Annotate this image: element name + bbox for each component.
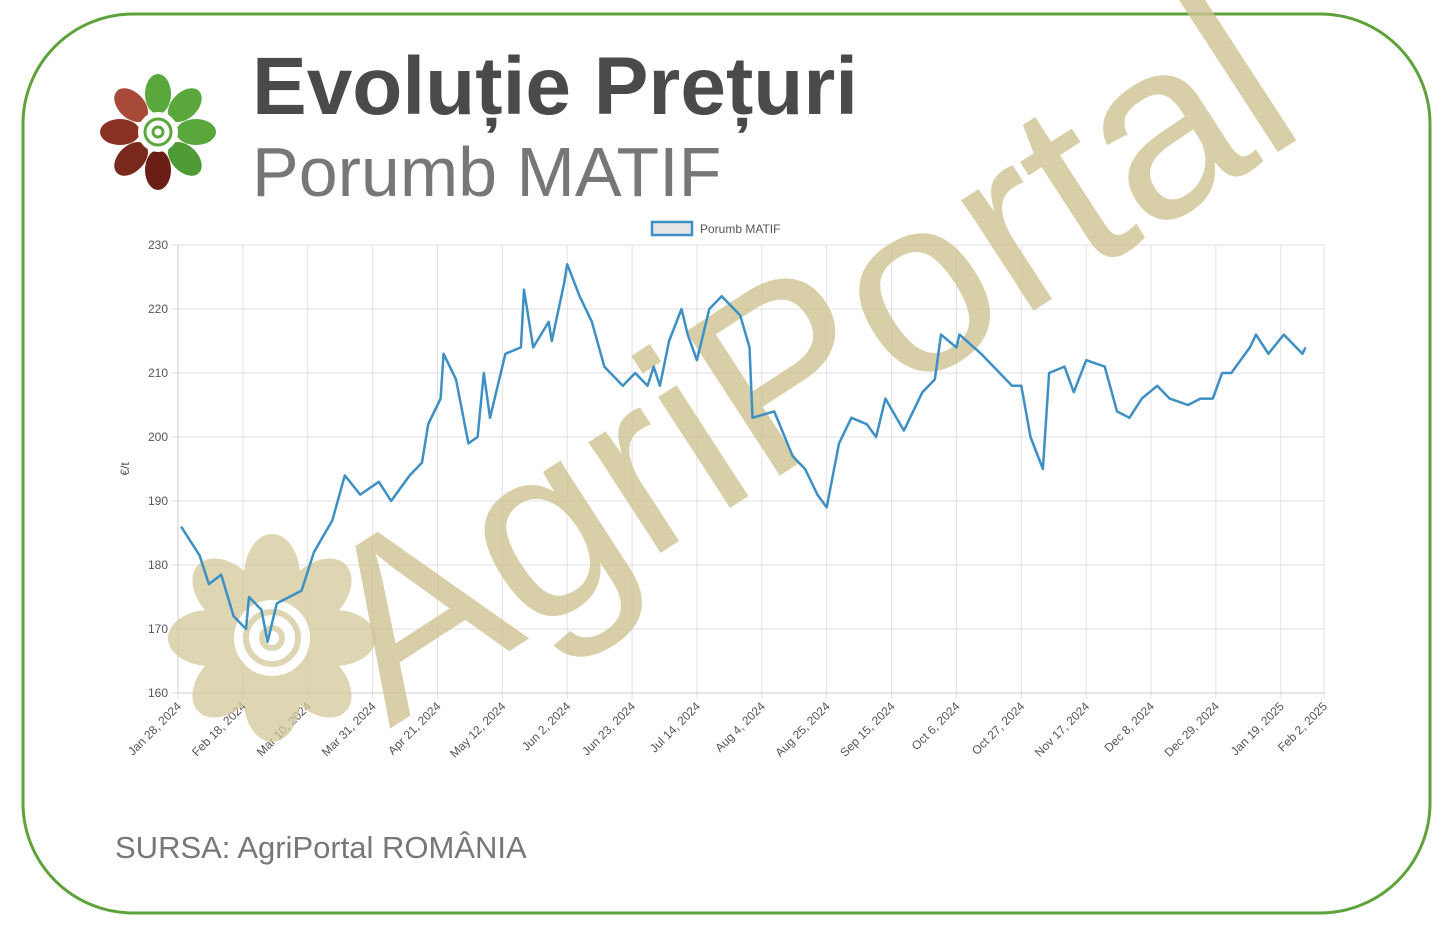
y-tick-label: 200 [148, 430, 168, 444]
subtitle: Porumb MATIF [252, 133, 721, 211]
data-line [180, 262, 1307, 644]
source: SURSA: AgriPortal ROMÂNIA [115, 830, 527, 865]
legend-swatch [650, 220, 694, 237]
title: Evoluție Prețuri [252, 41, 858, 133]
y-tick-label: 230 [148, 238, 168, 252]
y-axis-label: €/t [118, 462, 132, 476]
y-tick-label: 170 [148, 622, 168, 636]
legend-label: Porumb MATIF [700, 222, 780, 236]
plot: Porumb MATIF [180, 220, 1307, 644]
card-frame [21, 12, 1432, 915]
y-tick-label: 190 [148, 494, 168, 508]
logo [100, 74, 216, 190]
y-tick-label: 160 [148, 686, 168, 700]
y-tick-label: 210 [148, 366, 168, 380]
y-tick-label: 220 [148, 302, 168, 316]
y-tick-label: 180 [148, 558, 168, 572]
